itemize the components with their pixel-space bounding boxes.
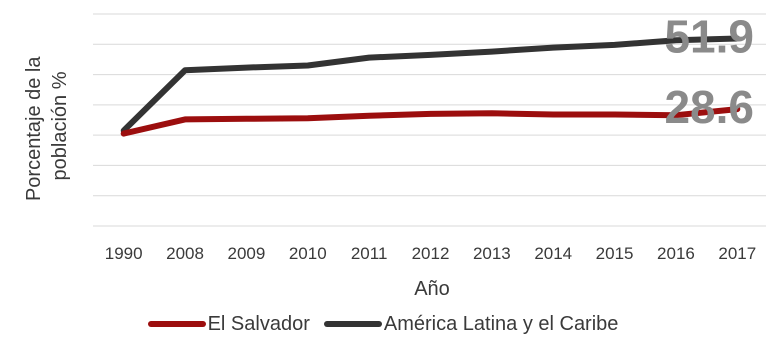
- series-lines: [120, 35, 741, 137]
- x-tick-label: 2009: [227, 244, 265, 263]
- end-label-america-latina: 51.9: [664, 11, 754, 63]
- y-axis-title-line-2: población %: [49, 71, 71, 180]
- end-labels: 28.6 51.9: [664, 11, 754, 134]
- x-tick-label: 2015: [596, 244, 634, 263]
- y-axis-title-line-1: Porcentaje de la: [23, 56, 45, 201]
- x-tick-label: 2011: [351, 244, 388, 263]
- x-tick-label: 2014: [534, 244, 572, 263]
- x-tick-label: 2016: [657, 244, 695, 263]
- legend-item-el-salvador: El Salvador: [147, 312, 310, 336]
- legend-label-america-latina: América Latina y el Caribe: [383, 312, 619, 335]
- y-axis-title: Porcentaje de la población %: [23, 51, 71, 201]
- x-tick-label: 2012: [412, 244, 450, 263]
- series-line-el-salvador: [120, 106, 741, 137]
- end-label-el-salvador: 28.6: [664, 81, 754, 133]
- legend-label-el-salvador: El Salvador: [207, 312, 310, 335]
- x-axis-ticks: 1990 2008 2009 2010 2011 2012 2013 2014 2015 2016…: [105, 244, 756, 263]
- x-tick-label: 2008: [166, 244, 204, 263]
- legend-item-america-latina: América Latina y el Caribe: [323, 312, 619, 336]
- series-line-america-latina: [120, 35, 741, 134]
- x-tick-label: 1990: [105, 244, 143, 263]
- x-axis-title: Año: [414, 278, 450, 300]
- x-tick-label: 2013: [473, 244, 511, 263]
- legend-swatch-america-latina: [323, 321, 382, 327]
- x-tick-label: 2017: [718, 244, 756, 263]
- legend-swatch-el-salvador: [147, 321, 206, 327]
- legend: El Salvador América Latina y el Caribe: [0, 310, 766, 338]
- gridlines: [93, 13, 766, 227]
- x-tick-label: 2010: [289, 244, 327, 263]
